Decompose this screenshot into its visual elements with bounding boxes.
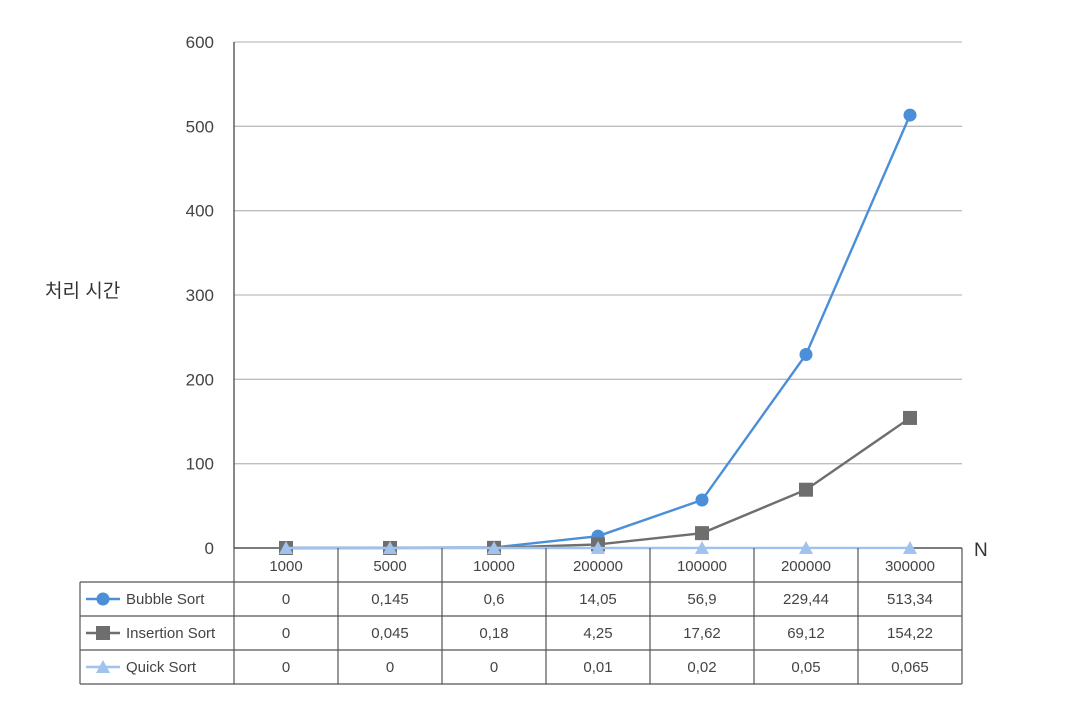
- data-point-quick-sort-2: [487, 541, 501, 554]
- data-label-quick-sort-2: 0: [490, 659, 498, 676]
- legend-label-insertion-sort: Insertion Sort: [126, 625, 216, 642]
- data-label-bubble-sort-5: 229,44: [783, 591, 829, 608]
- y-tick-label-600: 600: [186, 33, 214, 52]
- data-label-bubble-sort-4: 56,9: [687, 591, 716, 608]
- x-tick-label-4: 100000: [677, 558, 727, 575]
- x-tick-label-6: 300000: [885, 558, 935, 575]
- legend-marker-bubble-sort: [96, 592, 110, 606]
- series-layer: [279, 108, 917, 555]
- y-tick-label-500: 500: [186, 117, 214, 136]
- data-label-bubble-sort-6: 513,34: [887, 591, 933, 608]
- data-point-insertion-sort-4: [695, 526, 709, 541]
- data-label-quick-sort-4: 0,02: [687, 659, 716, 676]
- series-line-insertion-sort: [285, 416, 911, 550]
- x-axis-title: N: [974, 540, 988, 561]
- data-point-insertion-sort-5: [799, 482, 813, 497]
- data-point-bubble-sort-5: [799, 348, 813, 362]
- data-point-insertion-sort-6: [903, 410, 917, 425]
- data-label-bubble-sort-1: 0,145: [371, 591, 409, 608]
- data-label-insertion-sort-0: 0: [282, 625, 290, 642]
- data-label-insertion-sort-4: 17,62: [683, 625, 721, 642]
- data-point-quick-sort-3: [591, 540, 605, 554]
- data-label-bubble-sort-2: 0,6: [484, 591, 505, 608]
- data-label-insertion-sort-2: 0,18: [479, 625, 508, 642]
- x-tick-label-5: 200000: [781, 558, 831, 575]
- data-label-insertion-sort-1: 0,045: [371, 625, 409, 642]
- x-tick-label-1: 5000: [373, 558, 406, 575]
- data-label-quick-sort-6: 0,065: [891, 659, 929, 676]
- x-tick-label-0: 1000: [269, 558, 302, 575]
- y-axis-title: 처리 시간: [45, 280, 120, 302]
- x-tick-label-3: 200000: [573, 558, 623, 575]
- data-point-quick-sort-0: [279, 541, 293, 554]
- data-label-quick-sort-0: 0: [282, 659, 290, 676]
- data-point-quick-sort-5: [799, 540, 813, 554]
- legend-label-bubble-sort: Bubble Sort: [126, 591, 205, 608]
- y-tick-label-400: 400: [186, 202, 214, 221]
- x-tick-label-2: 10000: [473, 558, 515, 575]
- data-label-bubble-sort-3: 14,05: [579, 591, 617, 608]
- data-label-quick-sort-3: 0,01: [583, 659, 612, 676]
- data-point-quick-sort-4: [695, 540, 709, 554]
- data-label-insertion-sort-3: 4,25: [583, 625, 612, 642]
- data-label-quick-sort-5: 0,05: [791, 659, 820, 676]
- data-label-insertion-sort-6: 154,22: [887, 625, 933, 642]
- y-tick-label-300: 300: [186, 286, 214, 305]
- data-label-bubble-sort-0: 0: [282, 591, 290, 608]
- legend-marker-quick-sort: [96, 660, 110, 673]
- legend-label-quick-sort: Quick Sort: [126, 659, 197, 676]
- axis-layer: 0 100 200 300 400 500 600: [186, 33, 962, 558]
- data-point-quick-sort-1: [383, 541, 397, 554]
- data-point-quick-sort-6: [903, 540, 917, 554]
- data-point-bubble-sort-4: [695, 493, 709, 507]
- legend-marker-insertion-sort: [96, 626, 110, 640]
- y-tick-label-0: 0: [205, 539, 214, 558]
- y-tick-label-100: 100: [186, 455, 214, 474]
- data-label-insertion-sort-5: 69,12: [787, 625, 825, 642]
- data-label-quick-sort-1: 0: [386, 659, 394, 676]
- data-table: 1000 5000 10000 200000 100000 200000 300000 Bub…: [79, 548, 963, 685]
- data-point-bubble-sort-6: [903, 108, 917, 122]
- grid-layer: [234, 41, 962, 549]
- y-tick-label-200: 200: [186, 370, 214, 389]
